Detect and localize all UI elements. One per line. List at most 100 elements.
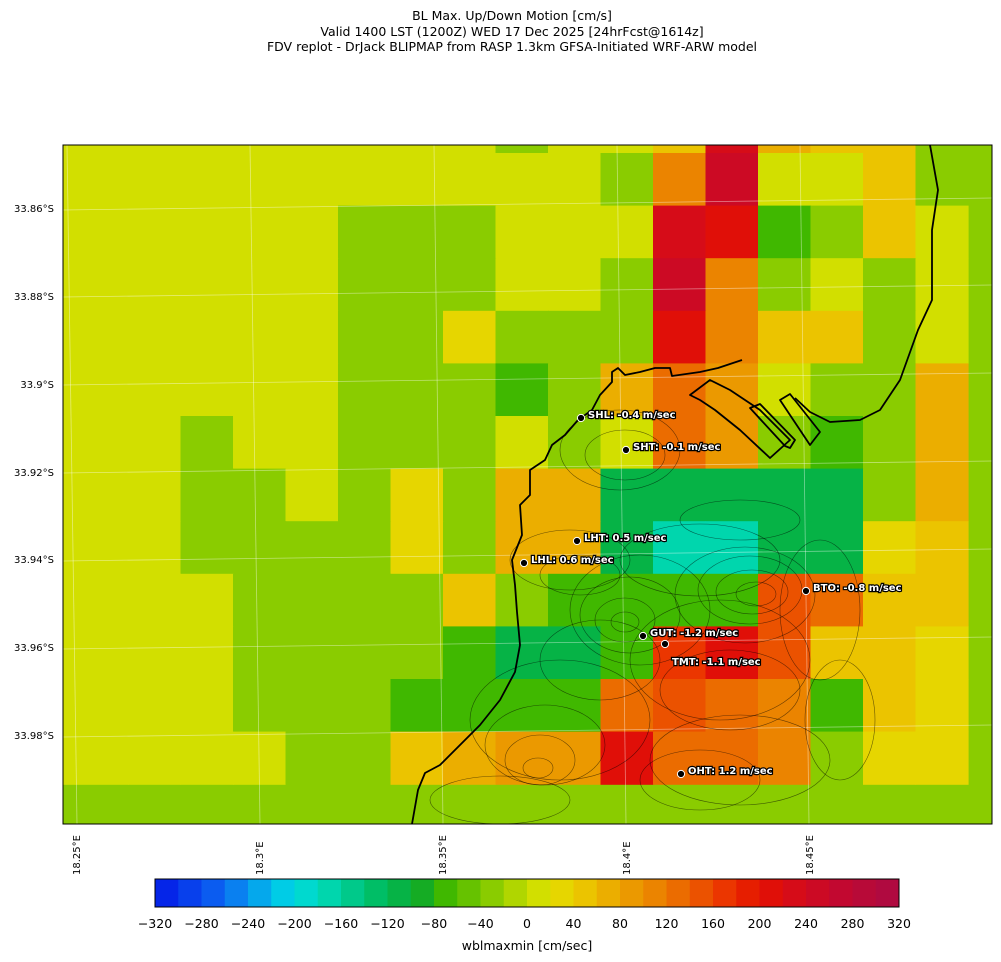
heatmap-cell (653, 416, 707, 470)
heatmap-cell (758, 573, 812, 627)
heatmap-cell (705, 205, 759, 259)
heatmap-cell (915, 205, 969, 259)
colorbar-swatch (248, 879, 272, 907)
heatmap-cell (390, 258, 444, 312)
map-area (63, 145, 992, 824)
heatmap-cell (915, 416, 969, 470)
colorbar-swatch (689, 879, 714, 907)
station-tmt[interactable]: TMT: -1.1 m/sec (660, 639, 762, 669)
heatmap-cell (600, 258, 654, 312)
colorbar-tick: −320 (138, 916, 172, 931)
heatmap-cell (758, 679, 812, 733)
graticule-lat-4 (63, 460, 992, 474)
heatmap-cell (548, 153, 602, 207)
colorbar-tick: −120 (370, 916, 404, 931)
heatmap-cell (915, 153, 969, 207)
heatmap-cell (915, 573, 969, 627)
heatmap-cell (128, 153, 182, 207)
heatmap-cell (75, 416, 129, 470)
heatmap-cell (390, 679, 444, 733)
colorbar-swatch (294, 879, 319, 907)
heatmap-cell (495, 153, 549, 207)
heatmap-cell (863, 521, 917, 575)
heatmap-cell (863, 153, 917, 207)
heatmap-cell (863, 416, 917, 470)
map-title: BL Max. Up/Down Motion [cm/s] Valid 1400… (0, 8, 1001, 55)
heatmap-cell (863, 626, 917, 680)
heatmap-cell (233, 521, 287, 575)
heatmap-cell (495, 363, 549, 417)
heatmap-cell (338, 731, 392, 785)
heatmap-cell (338, 153, 392, 207)
station-shl[interactable]: SHL: -0.4 m/sec (576, 409, 677, 423)
heatmap-cell (233, 363, 287, 417)
heatmap-cell (915, 310, 969, 364)
heatmap-cell (548, 731, 602, 785)
heatmap-cell (285, 468, 339, 522)
colorbar-swatch (550, 879, 574, 907)
graticule-lon-3 (433, 145, 444, 824)
heatmap-cell (338, 679, 392, 733)
heatmap-cell (495, 626, 549, 680)
heatmap-cell (128, 626, 182, 680)
heatmap-cell (810, 468, 864, 522)
heatmap-cell (863, 205, 917, 259)
heatmap-cell (75, 626, 129, 680)
colorbar-tick: 80 (612, 916, 628, 931)
station-label: SHT: -0.1 m/sec (633, 442, 720, 453)
colorbar-swatch (434, 879, 458, 907)
station-gut[interactable]: GUT: -1.2 m/sec (638, 627, 739, 640)
terrain-contours (429, 409, 876, 824)
lon-label: 18.35°E (438, 835, 449, 875)
station-marker-icon (572, 536, 582, 546)
station-label: LHT: 0.5 m/sec (584, 533, 666, 544)
station-oht[interactable]: OHT: 1.2 m/sec (676, 765, 774, 778)
heatmap-cell (75, 573, 129, 627)
heatmap-cell (128, 258, 182, 312)
colorbar-swatch (713, 879, 737, 907)
heatmap-cell (600, 416, 654, 470)
heatmap-cell (233, 679, 287, 733)
heatmap-cell (548, 310, 602, 364)
heatmap-cell (180, 145, 234, 154)
station-lhl[interactable]: LHL: 0.6 m/sec (519, 554, 615, 567)
heatmap-cell (63, 468, 77, 522)
lon-label: 18.3°E (255, 841, 266, 875)
station-sht[interactable]: SHT: -0.1 m/sec (621, 441, 722, 454)
heatmap-cell (390, 416, 444, 470)
heatmap-cell (915, 258, 969, 312)
graticule-lat-1 (63, 197, 992, 211)
heatmap-cell (600, 731, 654, 785)
colorbar-swatch (527, 879, 551, 907)
graticule-lon-5 (799, 145, 810, 824)
heatmap-cell (63, 731, 77, 785)
heatmap-cell (63, 310, 77, 364)
heatmap-cell (443, 416, 497, 470)
colorbar-swatch (364, 879, 388, 907)
heatmap-cell (810, 626, 864, 680)
colorbar-swatch (666, 879, 691, 907)
heatmap-cell (915, 521, 969, 575)
graticule-lat-5 (63, 548, 992, 562)
colorbar-swatch (317, 879, 342, 907)
heatmap-cell (390, 626, 444, 680)
longitude-labels: 18.25°E 18.3°E 18.35°E 18.4°E 18.45°E (72, 835, 816, 875)
heatmap-cell (233, 468, 287, 522)
heatmap-cell (233, 205, 287, 259)
colorbar-frame (154, 878, 900, 908)
heatmap-cell (758, 258, 812, 312)
graticule-lon-1 (66, 145, 78, 824)
graticule-lon-2 (249, 145, 261, 824)
heatmap-cell (285, 205, 339, 259)
station-lht[interactable]: LHT: 0.5 m/sec (572, 532, 668, 546)
station-bto[interactable]: BTO: -0.8 m/sec (801, 582, 903, 595)
lat-label: 33.92°S (14, 468, 54, 479)
heatmap-cell (180, 153, 234, 207)
heatmap-cell (338, 310, 392, 364)
heatmap-cell (600, 679, 654, 733)
heatmap-cell (338, 573, 392, 627)
heatmap-cell (390, 521, 444, 575)
station-marker-icon (576, 413, 586, 423)
colorbar-swatch (620, 879, 644, 907)
heatmap-cell (180, 521, 234, 575)
